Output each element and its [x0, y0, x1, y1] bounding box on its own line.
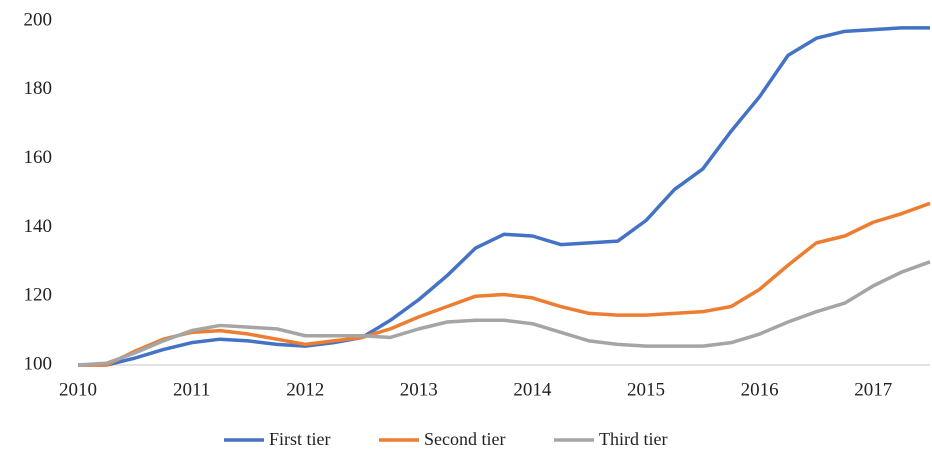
y-tick-label: 160 [24, 147, 53, 168]
series-line [78, 201, 931, 367]
x-tick-label: 2012 [286, 379, 324, 400]
legend-label: Second tier [424, 429, 505, 449]
x-tick-label: 2011 [173, 379, 210, 400]
y-tick-label: 120 [24, 285, 53, 306]
y-tick-label: 200 [24, 9, 53, 30]
x-tick-label: 2016 [741, 379, 779, 400]
y-tick-label: 140 [24, 216, 53, 237]
y-tick-label: 100 [24, 353, 53, 374]
legend: First tier Second tier Third tier [224, 429, 667, 449]
legend-label: Third tier [599, 429, 667, 449]
series-line [78, 26, 930, 367]
series-line [77, 260, 931, 367]
x-tick-label: 2015 [627, 379, 665, 400]
x-tick-label: 2010 [59, 379, 97, 400]
x-tick-label: 2013 [400, 379, 438, 400]
legend-label: First tier [269, 429, 331, 449]
x-tick-label: 2017 [854, 379, 892, 400]
x-tick-label: 2014 [513, 379, 552, 400]
y-tick-label: 180 [24, 78, 53, 99]
